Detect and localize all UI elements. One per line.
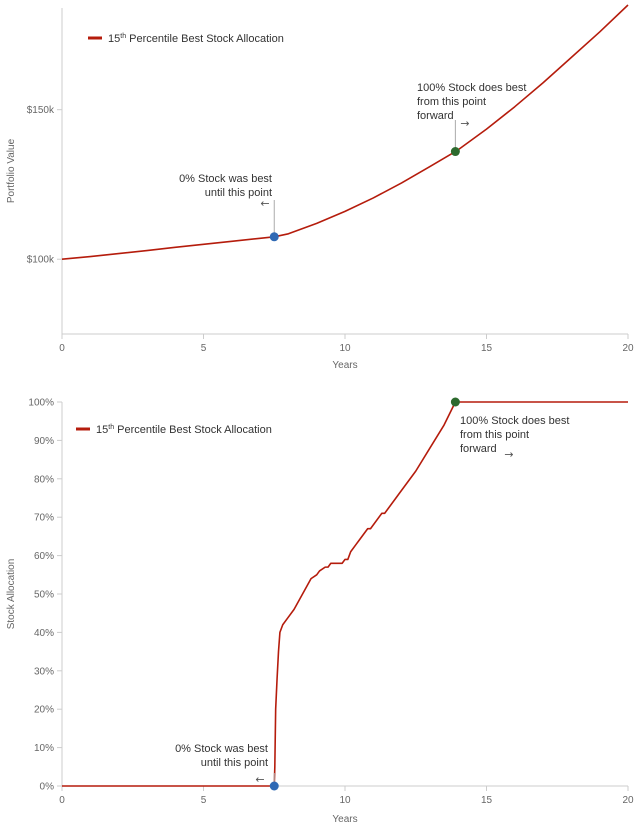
annotation-text: 0% Stock was best: [179, 173, 272, 185]
annotation-text: 100% Stock does best: [417, 82, 526, 94]
annotation-text: until this point: [205, 187, 272, 199]
y-tick-label: $150k: [27, 105, 55, 116]
x-axis-title: Years: [332, 360, 357, 370]
x-tick-label: 20: [622, 795, 634, 806]
y-tick-label: 80%: [34, 474, 54, 485]
y-tick-label: 60%: [34, 551, 54, 562]
x-tick-label: 5: [201, 343, 207, 354]
annotation-text: from this point: [417, 96, 486, 108]
legend-label: 15th Percentile Best Stock Allocation: [108, 33, 284, 45]
annotation-text: forward: [460, 443, 497, 455]
x-tick-label: 0: [59, 343, 65, 354]
stock-allocation-chart: 0 5 10 15 20 0% 10% 20% 30% 40% 50% 60% 70% 80% 90% 100…: [6, 397, 634, 825]
x-tick-label: 15: [481, 343, 493, 354]
start-point: [269, 232, 279, 242]
x-tick-label: 10: [339, 343, 351, 354]
y-tick-label: 30%: [34, 666, 54, 677]
annotation-arrow: ←: [255, 773, 264, 786]
annotation-text: 100% Stock does best: [460, 415, 569, 427]
x-tick-label: 5: [201, 795, 207, 806]
x-axis-title: Years: [332, 814, 357, 825]
annotation-arrow: →: [504, 448, 513, 461]
end-point: [450, 397, 460, 407]
y-tick-label: 20%: [34, 705, 54, 716]
start-point: [269, 781, 279, 791]
y-tick-label: 40%: [34, 628, 54, 639]
portfolio-value-chart: 0 5 10 15 20 $100k $150k Years Portfolio Value 15…: [6, 4, 634, 370]
y-axis-title: Stock Allocation: [6, 559, 17, 630]
x-tick-label: 10: [339, 795, 351, 806]
y-tick-label: 70%: [34, 513, 54, 524]
end-point: [450, 147, 460, 157]
y-tick-label: 90%: [34, 436, 54, 447]
x-tick-label: 20: [622, 343, 634, 354]
annotation-arrow: →: [460, 117, 469, 130]
annotation-text: from this point: [460, 429, 529, 441]
x-tick-label: 0: [59, 795, 65, 806]
legend-label: 15th Percentile Best Stock Allocation: [96, 424, 272, 436]
series-line: [61, 4, 629, 261]
annotation-text: until this point: [201, 757, 268, 769]
annotation-text: 0% Stock was best: [175, 743, 268, 755]
y-tick-label: 10%: [34, 743, 54, 754]
x-tick-label: 15: [481, 795, 493, 806]
y-tick-label: 0%: [40, 782, 55, 793]
y-axis-title: Portfolio Value: [6, 138, 17, 203]
y-tick-label: 50%: [34, 590, 54, 601]
annotation-arrow: ←: [260, 197, 269, 210]
y-tick-label: $100k: [27, 255, 55, 266]
y-tick-label: 100%: [28, 398, 54, 409]
series-line: [62, 401, 628, 787]
annotation-text: forward: [417, 110, 454, 122]
